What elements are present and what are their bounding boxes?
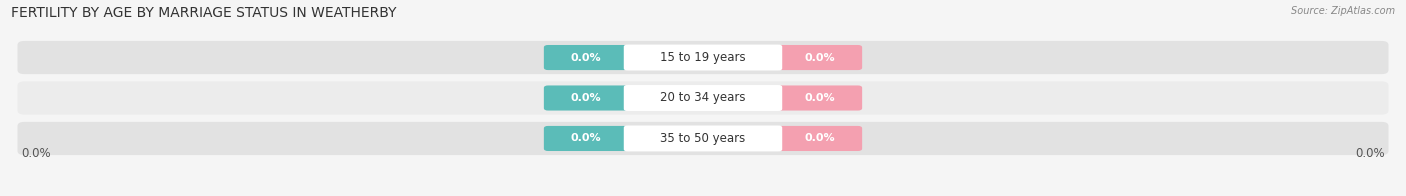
Text: 0.0%: 0.0% <box>571 133 602 143</box>
FancyBboxPatch shape <box>17 122 1389 155</box>
FancyBboxPatch shape <box>624 125 782 152</box>
Text: FERTILITY BY AGE BY MARRIAGE STATUS IN WEATHERBY: FERTILITY BY AGE BY MARRIAGE STATUS IN W… <box>11 6 396 20</box>
Text: 0.0%: 0.0% <box>804 53 835 63</box>
Text: 0.0%: 0.0% <box>571 93 602 103</box>
FancyBboxPatch shape <box>544 126 628 151</box>
FancyBboxPatch shape <box>17 41 1389 74</box>
Text: 0.0%: 0.0% <box>21 146 51 160</box>
FancyBboxPatch shape <box>778 126 862 151</box>
FancyBboxPatch shape <box>544 85 628 111</box>
Text: 0.0%: 0.0% <box>571 53 602 63</box>
Text: 0.0%: 0.0% <box>804 133 835 143</box>
FancyBboxPatch shape <box>624 85 782 111</box>
Text: 0.0%: 0.0% <box>1355 146 1385 160</box>
Text: 0.0%: 0.0% <box>804 93 835 103</box>
Text: 15 to 19 years: 15 to 19 years <box>661 51 745 64</box>
Text: 20 to 34 years: 20 to 34 years <box>661 92 745 104</box>
FancyBboxPatch shape <box>778 45 862 70</box>
FancyBboxPatch shape <box>778 85 862 111</box>
Text: Source: ZipAtlas.com: Source: ZipAtlas.com <box>1291 6 1395 16</box>
Text: 35 to 50 years: 35 to 50 years <box>661 132 745 145</box>
FancyBboxPatch shape <box>17 81 1389 115</box>
FancyBboxPatch shape <box>624 44 782 71</box>
FancyBboxPatch shape <box>544 45 628 70</box>
